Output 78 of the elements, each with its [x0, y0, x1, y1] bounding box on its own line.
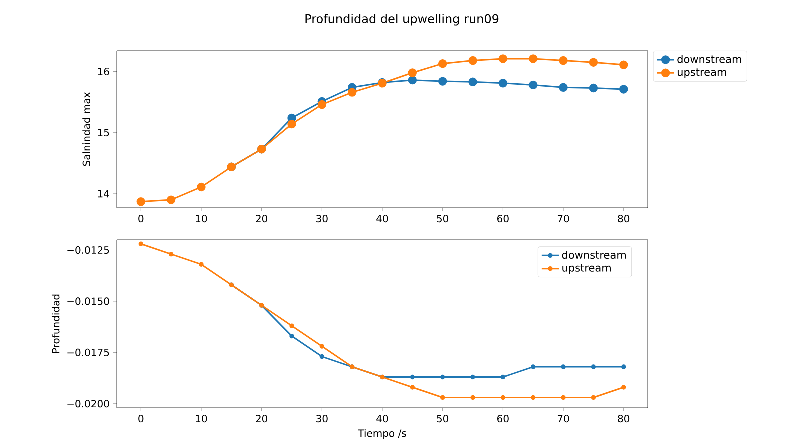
point — [589, 58, 598, 67]
point — [531, 395, 536, 400]
x-tick-label: 80 — [618, 415, 630, 423]
legend-label: upstream — [678, 68, 726, 78]
x-tick-label: 60 — [498, 415, 509, 423]
point — [622, 385, 626, 390]
y-tick-label: −0.0150 — [68, 298, 110, 306]
y-tick-label: 14 — [98, 190, 110, 198]
y-tick-label: 15 — [98, 129, 110, 137]
point — [531, 364, 536, 370]
y-tick-label: −0.0200 — [68, 400, 110, 408]
point — [561, 364, 566, 370]
point — [559, 83, 568, 92]
point — [197, 182, 206, 192]
y-tick-label: −0.0175 — [68, 348, 110, 356]
x-tick-label: 20 — [256, 215, 268, 223]
x-tick-label: 60 — [498, 215, 509, 223]
point — [498, 79, 508, 88]
x-tick-label: 10 — [196, 415, 208, 423]
point — [622, 364, 626, 370]
x-tick-label: 0 — [138, 415, 144, 423]
legend-label: downstream — [678, 55, 742, 64]
x-tick-label: 40 — [376, 215, 388, 223]
y-axis-title: Profundidad — [52, 294, 60, 354]
point — [168, 252, 174, 257]
x-tick-label: 10 — [196, 215, 208, 223]
point — [470, 374, 476, 380]
point — [529, 54, 538, 64]
y-tick-label: 16 — [98, 68, 110, 76]
point — [498, 54, 508, 64]
point — [440, 374, 446, 380]
point — [620, 85, 628, 94]
point — [290, 324, 294, 328]
point — [529, 80, 538, 90]
point — [500, 374, 506, 380]
point — [290, 334, 294, 339]
y-tick-label: −0.0125 — [68, 246, 110, 254]
x-tick-label: 20 — [256, 415, 268, 423]
point — [136, 198, 146, 206]
point — [199, 262, 204, 267]
x-axis-title: Tiempo /s — [358, 429, 406, 440]
point — [620, 60, 628, 70]
x-tick-label: 0 — [138, 215, 144, 223]
point — [320, 344, 325, 349]
x-tick-label: 70 — [558, 215, 570, 223]
x-tick-label: 40 — [376, 415, 388, 423]
point — [470, 395, 476, 400]
x-tick-label: 70 — [558, 415, 570, 423]
point — [410, 374, 416, 380]
point — [591, 395, 596, 400]
x-tick-label: 30 — [316, 215, 328, 223]
point — [348, 88, 357, 97]
point — [138, 242, 144, 246]
y-axis-title: Salnindad max — [82, 92, 90, 166]
point — [288, 120, 296, 129]
x-tick-label: 50 — [437, 415, 449, 423]
point — [166, 196, 176, 204]
legend-label: upstream — [562, 264, 611, 274]
x-tick-label: 80 — [618, 215, 630, 223]
point — [589, 84, 598, 93]
point — [559, 56, 568, 66]
point — [438, 59, 448, 68]
point — [408, 76, 418, 85]
point — [438, 77, 448, 86]
point — [468, 56, 478, 66]
point — [561, 395, 566, 400]
x-tick-label: 50 — [437, 215, 449, 223]
point — [410, 385, 416, 390]
point — [320, 354, 325, 360]
point — [408, 68, 418, 78]
point — [500, 395, 506, 400]
point — [468, 78, 478, 87]
point — [440, 395, 446, 400]
legend-label: downstream — [562, 250, 626, 260]
x-tick-label: 30 — [316, 415, 328, 423]
chart-title: Profundidad del upwelling run09 — [306, 14, 499, 26]
point — [591, 364, 596, 370]
point — [318, 100, 327, 110]
